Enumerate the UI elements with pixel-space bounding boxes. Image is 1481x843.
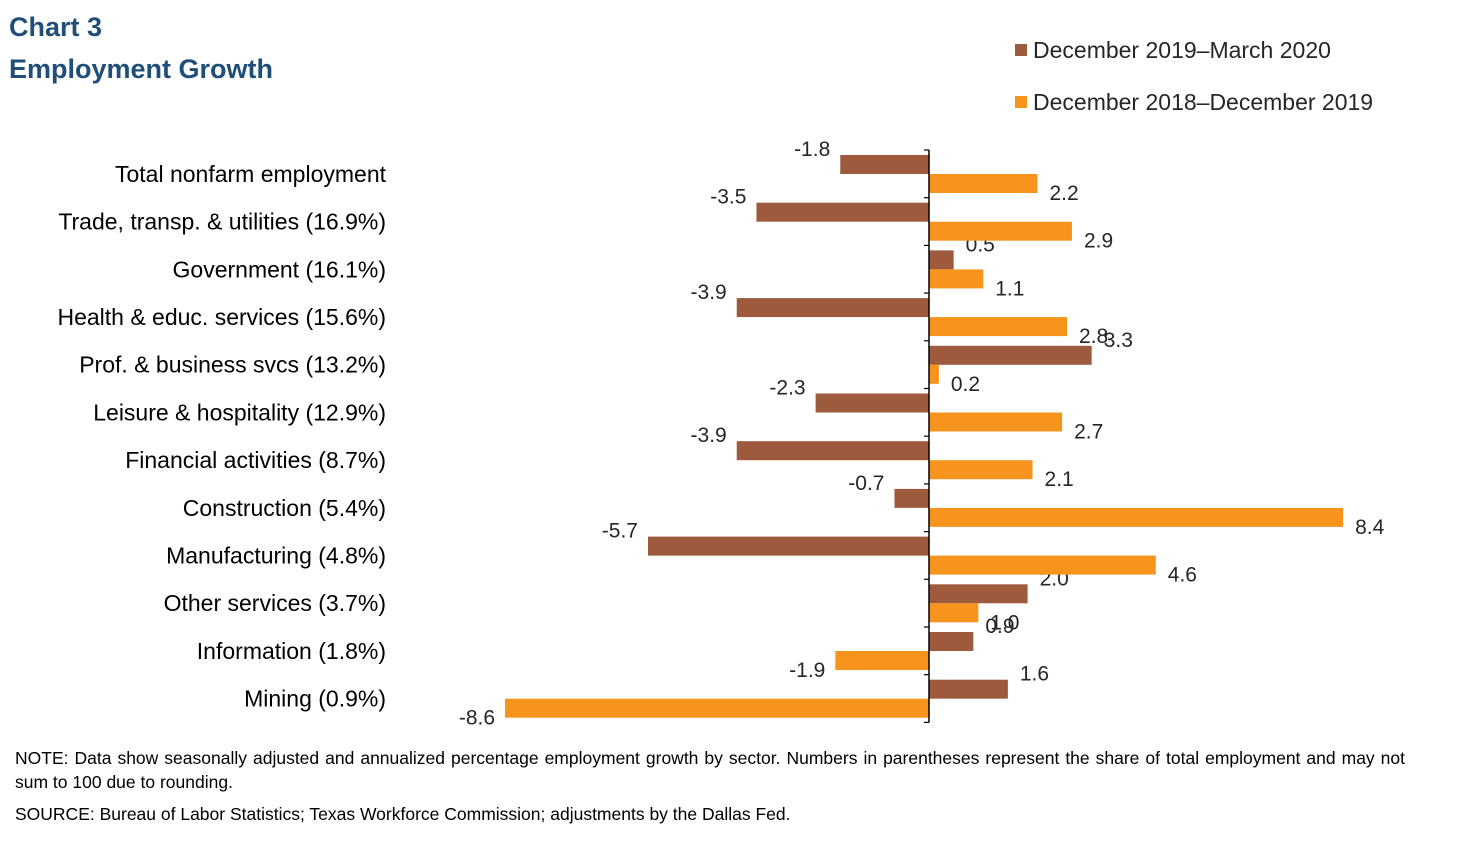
data-label-series-2: 0.2 [951,373,980,396]
bar-series-1 [647,536,929,556]
category-label: Other services (3.7%) [164,590,386,616]
category-label: Leisure & hospitality (12.9%) [93,399,386,425]
chart-legend: December 2019–March 2020 December 2018–D… [1015,34,1373,138]
data-label-series-2: 2.7 [1074,421,1103,444]
bar-series-1 [756,202,929,222]
bar-series-1 [929,679,1008,699]
chart-footer: NOTE: Data show seasonally adjusted and … [15,746,1405,826]
bar-series-2 [929,269,984,289]
legend-label-series-1: December 2019–March 2020 [1033,36,1331,63]
bar-series-1 [929,632,974,651]
chart-title: Chart 3 [9,12,103,42]
data-label-series-1: -3.9 [691,281,727,304]
bar-series-1 [929,345,1092,365]
data-label-series-2: 2.1 [1045,468,1074,491]
bar-series-2 [929,603,979,623]
bar-series-1 [840,155,929,174]
category-label: Total nonfarm employment [115,161,387,187]
chart-note: NOTE: Data show seasonally adjusted and … [15,748,1405,792]
bar-series-1 [815,393,929,413]
bar-series-1 [736,441,929,461]
data-label-series-2: 1.1 [995,277,1024,300]
legend-item-series-1: December 2019–March 2020 [1015,34,1373,66]
category-label: Manufacturing (4.8%) [166,542,386,568]
legend-swatch-series-1 [1015,44,1027,56]
data-label-series-1: 3.3 [1104,329,1133,352]
data-label-series-1: -2.3 [769,377,805,400]
data-label-series-1: -0.7 [848,472,884,495]
bar-series-2 [929,364,939,384]
category-label: Financial activities (8.7%) [125,447,386,473]
legend-swatch-series-2 [1015,96,1027,108]
data-label-series-2: 2.9 [1084,230,1113,253]
bar-series-2 [929,221,1072,241]
data-label-series-2: 4.6 [1168,564,1197,587]
bar-series-2 [505,698,929,718]
bar-series-2 [929,507,1344,527]
data-label-series-1: 0.9 [985,615,1014,638]
legend-label-series-2: December 2018–December 2019 [1033,88,1374,115]
category-label: Trade, transp. & utilities (16.9%) [58,209,386,235]
bar-series-1 [929,584,1028,604]
legend-item-series-2: December 2018–December 2019 [1015,86,1373,118]
chart-source: SOURCE: Bureau of Labor Statistics; Texa… [15,804,791,824]
data-label-series-2: -8.6 [459,707,495,730]
data-label-series-2: 1.0 [990,611,1019,634]
data-label-series-1: -3.5 [710,186,746,209]
chart-title-block: Chart 3 Employment Growth [9,6,273,90]
data-label-series-1: -1.8 [794,138,830,161]
category-label: Information (1.8%) [197,638,386,664]
bar-series-2 [929,412,1063,432]
bar-series-1 [736,298,929,318]
chart-subtitle: Employment Growth [9,54,274,84]
bar-chart: Total nonfarm employment Trade, transp. &… [57,138,1385,730]
data-label-series-1: -3.9 [691,424,727,447]
bar-series-2 [835,651,929,670]
data-label-series-1: -5.7 [602,520,638,543]
bar-series-2 [929,317,1068,337]
bar-series-1 [894,488,929,508]
bar-series-2 [929,460,1033,480]
category-label: Health & educ. services (15.6%) [57,304,386,330]
data-label-series-2: 8.4 [1355,516,1385,539]
category-label: Prof. & business svcs (13.2%) [79,352,386,378]
data-label-series-2: -1.9 [789,659,825,682]
data-label-series-2: 2.8 [1079,325,1108,348]
bar-series-1 [929,250,954,270]
bar-series-2 [929,174,1038,193]
bar-series-2 [929,555,1156,575]
category-label: Government (16.1%) [173,256,386,282]
data-label-series-2: 2.2 [1049,182,1078,205]
category-label: Construction (5.4%) [183,495,386,521]
category-label: Mining (0.9%) [244,686,386,712]
data-label-series-1: 1.6 [1020,663,1049,686]
